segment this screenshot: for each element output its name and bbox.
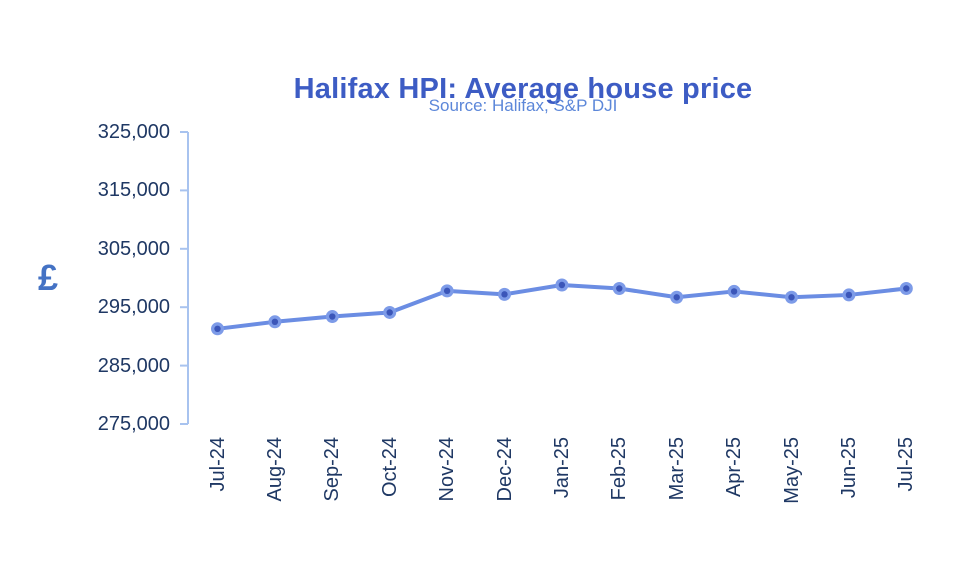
x-tick-label: Jun-25 (837, 437, 860, 499)
data-point-core (788, 294, 795, 301)
x-tick-label: Dec-24 (493, 437, 516, 502)
chart-subtitle: Source: Halifax, S&P DJI (428, 96, 618, 115)
x-tick-label: Feb-25 (608, 437, 631, 501)
x-tick-label: Jan-25 (550, 437, 573, 499)
data-point-core (616, 285, 623, 292)
data-point-core (443, 287, 451, 295)
y-tick-label: 325,000 (97, 121, 170, 143)
x-tick-label: Nov-24 (436, 437, 459, 502)
x-tick-label: Jul-24 (206, 437, 229, 492)
x-tick-label: Oct-24 (378, 437, 401, 498)
data-point-core (329, 313, 336, 320)
data-point-core (845, 291, 853, 299)
x-tick-label: May-25 (780, 437, 803, 504)
y-tick-label: 285,000 (97, 354, 170, 377)
x-tick-label: Jul-25 (895, 437, 918, 492)
data-point-core (558, 281, 566, 289)
x-tick-label: Mar-25 (665, 437, 688, 501)
y-tick-label: 275,000 (97, 413, 170, 435)
x-tick-label: Aug-24 (263, 437, 286, 502)
data-point-core (903, 285, 910, 292)
data-point-core (673, 294, 680, 301)
chart-title: Halifax HPI: Average house price (293, 73, 753, 106)
data-point-core (730, 288, 738, 295)
data-point-core (214, 325, 221, 333)
y-tick-label: 305,000 (97, 237, 170, 260)
x-tick-label: Apr-25 (723, 437, 746, 498)
y-tick-label: 295,000 (97, 296, 170, 319)
price-line (215, 283, 909, 331)
y-tick-label: 315,000 (97, 179, 170, 202)
x-tick-label: Sep-24 (321, 437, 344, 502)
data-point-core (501, 291, 508, 298)
data-point-core (386, 309, 393, 316)
y-axis-title: £ (38, 257, 59, 298)
data-point-core (271, 318, 279, 325)
